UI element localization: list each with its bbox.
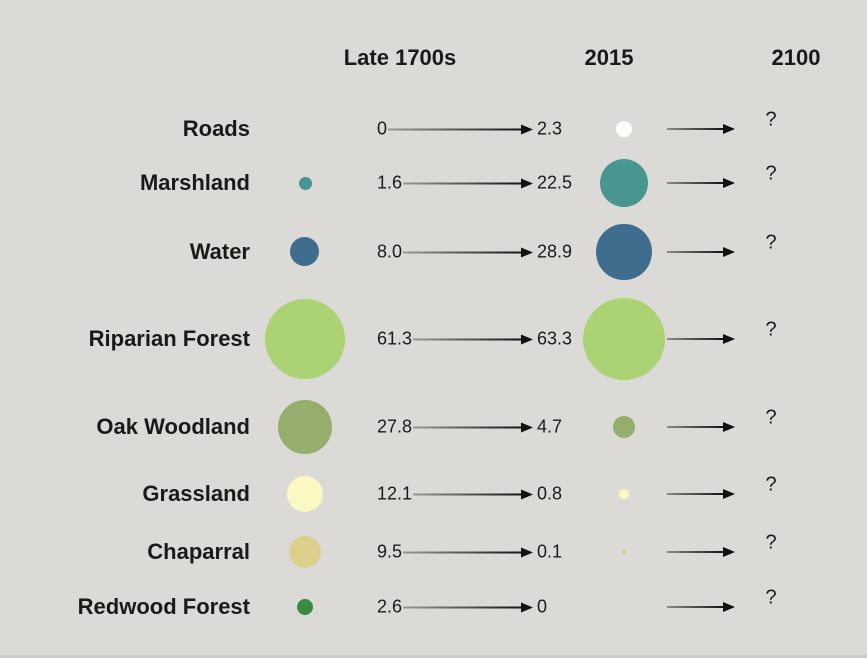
value-2100-unknown: ? (765, 231, 777, 254)
bubble-late-1700s (290, 237, 320, 267)
arrow-line (667, 251, 723, 253)
row-label: Chaparral (147, 539, 250, 564)
bubble-late-1700s (287, 476, 323, 512)
value-change-arrow: 8.0 (377, 242, 533, 263)
value-late-1700s: 1.6 (377, 172, 403, 193)
bubble-2015 (619, 489, 629, 499)
arrow-line (403, 182, 521, 184)
value-2015: 63.3 (537, 328, 573, 349)
value-2015: 22.5 (537, 172, 573, 193)
bubble-2015 (622, 550, 626, 554)
bottom-edge-divider (0, 655, 867, 658)
arrow-line (667, 551, 723, 553)
row-label: Oak Woodland (96, 414, 250, 439)
arrow-head-icon (723, 124, 735, 134)
value-2015: 2.3 (537, 118, 563, 139)
column-header-2100: 2100 (771, 45, 821, 70)
value-change-arrow: 9.5 (377, 542, 533, 563)
bubble-2015 (583, 298, 665, 380)
value-change-arrow: 2.6 (377, 597, 533, 618)
bubble-2015 (599, 158, 649, 208)
value-2015: 0 (537, 596, 548, 617)
value-late-1700s: 0 (377, 118, 388, 139)
arrow-head-icon (521, 489, 533, 499)
value-2015: 0.1 (537, 541, 563, 562)
row-label: Redwood Forest (77, 594, 250, 619)
value-late-1700s: 27.8 (377, 416, 413, 437)
value-2015: 28.9 (537, 241, 573, 262)
arrow-head-icon (521, 124, 533, 134)
arrow-line (403, 606, 521, 608)
bubble-late-1700s (264, 298, 346, 380)
arrow-head-icon (521, 247, 533, 257)
arrow-line (667, 426, 723, 428)
row-label: Roads (182, 116, 250, 141)
future-arrow (667, 178, 735, 188)
arrow-head-icon (723, 422, 735, 432)
value-2100-unknown: ? (765, 473, 777, 496)
value-2015: 0.8 (537, 483, 563, 504)
row-label: Grassland (142, 481, 250, 506)
bubble-late-1700s (296, 598, 314, 616)
value-2100-unknown: ? (765, 406, 777, 429)
row-label: Water (189, 239, 250, 264)
value-late-1700s: 61.3 (377, 328, 413, 349)
arrow-head-icon (521, 547, 533, 557)
arrow-line (413, 426, 521, 428)
bubble-late-1700s (289, 536, 321, 568)
bubble-late-1700s (277, 399, 333, 455)
row-label: Marshland (139, 170, 250, 195)
value-change-arrow: 12.1 (377, 484, 533, 505)
column-header-2015: 2015 (584, 45, 634, 70)
value-2100-unknown: ? (765, 586, 777, 609)
arrow-line (413, 493, 521, 495)
future-arrow (667, 489, 735, 499)
value-2100-unknown: ? (765, 162, 777, 185)
value-change-arrow: 61.3 (377, 329, 533, 350)
value-change-arrow: 0 (377, 119, 533, 140)
arrow-line (667, 338, 723, 340)
bubble-2015 (616, 121, 632, 137)
future-arrow (667, 124, 735, 134)
value-late-1700s: 9.5 (377, 541, 403, 562)
future-arrow (667, 422, 735, 432)
future-arrow (667, 602, 735, 612)
arrow-line (403, 251, 521, 253)
value-2100-unknown: ? (765, 108, 777, 131)
arrow-line (413, 338, 521, 340)
arrow-head-icon (723, 334, 735, 344)
arrow-head-icon (723, 247, 735, 257)
value-late-1700s: 2.6 (377, 596, 403, 617)
future-arrow (667, 247, 735, 257)
arrow-head-icon (521, 334, 533, 344)
arrow-line (667, 128, 723, 130)
future-arrow (667, 334, 735, 344)
value-2015: 4.7 (537, 416, 563, 437)
row-label: Riparian Forest (88, 326, 250, 351)
arrow-head-icon (723, 602, 735, 612)
bubble-2015 (612, 415, 636, 439)
arrow-head-icon (521, 178, 533, 188)
value-late-1700s: 8.0 (377, 241, 403, 262)
arrow-line (667, 493, 723, 495)
arrow-line (388, 128, 521, 130)
arrow-head-icon (723, 178, 735, 188)
bubble-2015 (596, 224, 652, 280)
arrow-head-icon (723, 547, 735, 557)
value-late-1700s: 12.1 (377, 483, 413, 504)
value-change-arrow: 1.6 (377, 173, 533, 194)
bubble-late-1700s (298, 176, 312, 190)
arrow-line (667, 606, 723, 608)
value-2100-unknown: ? (765, 531, 777, 554)
future-arrow (667, 547, 735, 557)
value-2100-unknown: ? (765, 318, 777, 341)
value-change-arrow: 27.8 (377, 417, 533, 438)
arrow-line (667, 182, 723, 184)
column-header-late-1700s: Late 1700s (343, 45, 457, 70)
arrow-head-icon (521, 602, 533, 612)
arrow-head-icon (521, 422, 533, 432)
arrow-line (403, 551, 521, 553)
arrow-head-icon (723, 489, 735, 499)
